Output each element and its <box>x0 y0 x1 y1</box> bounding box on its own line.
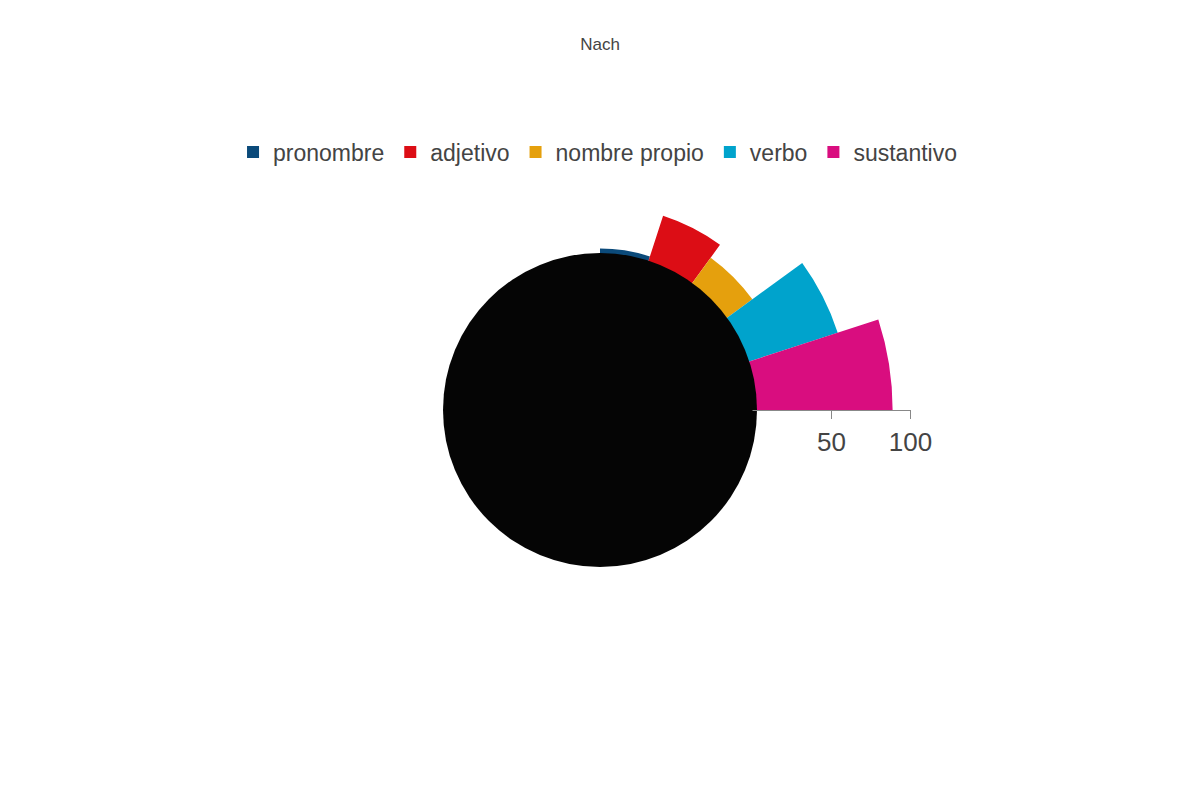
legend-label: adjetivo <box>430 140 509 166</box>
legend-item: adjetivo <box>404 140 509 166</box>
tick: 50 <box>817 410 846 457</box>
tick-label: 50 <box>817 427 846 457</box>
radial-axis: 50 100 <box>753 410 933 457</box>
legend: pronombre adjetivo nombre propio verbo susta… <box>247 140 957 166</box>
legend-swatch <box>827 146 839 158</box>
legend-swatch <box>404 146 416 158</box>
tick-label: 100 <box>889 427 932 457</box>
legend-swatch <box>724 146 736 158</box>
legend-label: sustantivo <box>853 140 957 166</box>
legend-label: pronombre <box>273 140 384 166</box>
tick: 100 <box>889 410 932 457</box>
legend-item: nombre propio <box>530 140 704 166</box>
legend-swatch <box>530 146 542 158</box>
center-image <box>443 253 757 567</box>
title: Nach <box>580 35 620 54</box>
legend-item: sustantivo <box>827 140 957 166</box>
legend-label: verbo <box>750 140 808 166</box>
tick-mark <box>910 410 911 419</box>
legend-label: nombre propio <box>556 140 704 166</box>
legend-swatch <box>247 146 259 158</box>
bar <box>745 320 893 410</box>
tick-mark <box>831 410 832 419</box>
chart: Nach 50 100 pronombre adjetivo nombre propio v… <box>0 0 1200 800</box>
legend-item: verbo <box>724 140 808 166</box>
legend-item: pronombre <box>247 140 384 166</box>
